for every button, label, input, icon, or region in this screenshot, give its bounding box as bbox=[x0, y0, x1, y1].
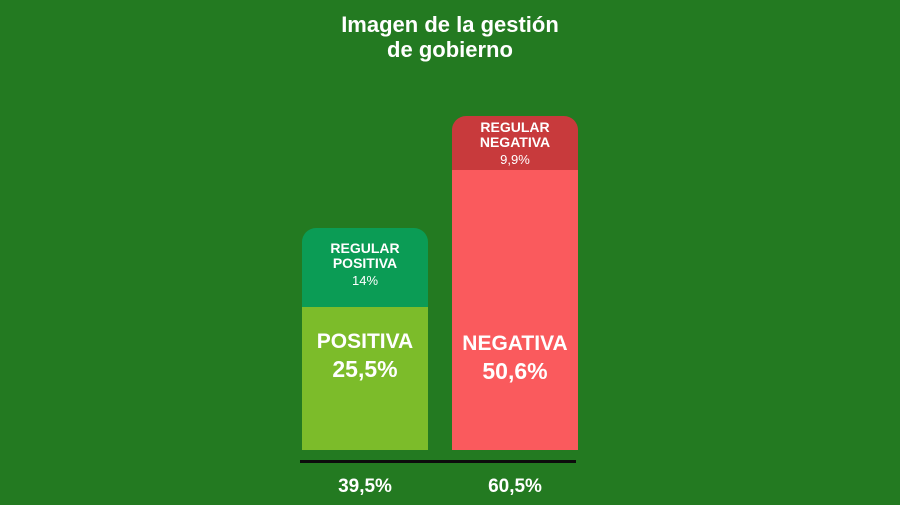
total-negative-label: 60,5% bbox=[488, 476, 542, 497]
chart-title: Imagen de la gestión de gobierno bbox=[0, 12, 900, 62]
bar-positive-total: REGULAR POSITIVA 14% POSITIVA 25,5% bbox=[302, 228, 428, 450]
value-regular-negativa: 9,9% bbox=[500, 152, 530, 167]
chart-baseline bbox=[300, 460, 576, 463]
bar-segment-negativa: NEGATIVA 50,6% bbox=[452, 170, 578, 450]
bar-segment-positiva: POSITIVA 25,5% bbox=[302, 307, 428, 450]
bar-segment-regular-positiva: REGULAR POSITIVA 14% bbox=[302, 228, 428, 307]
label-regular-positiva: REGULAR POSITIVA bbox=[330, 240, 400, 271]
value-positiva: 25,5% bbox=[332, 356, 398, 382]
bar-segment-regular-negativa: REGULAR NEGATIVA 9,9% bbox=[452, 116, 578, 170]
label-positiva: POSITIVA bbox=[316, 330, 414, 353]
bar-negative-total: REGULAR NEGATIVA 9,9% NEGATIVA 50,6% bbox=[452, 116, 578, 450]
chart-title-line-1: Imagen de la gestión bbox=[341, 12, 559, 37]
label-negativa: NEGATIVA bbox=[462, 332, 568, 355]
total-positive-label: 39,5% bbox=[338, 476, 392, 497]
value-negativa: 50,6% bbox=[482, 358, 548, 384]
value-regular-positiva: 14% bbox=[351, 273, 379, 288]
label-regular-negativa: REGULAR NEGATIVA bbox=[479, 119, 551, 150]
chart-title-line-2: de gobierno bbox=[387, 37, 513, 62]
